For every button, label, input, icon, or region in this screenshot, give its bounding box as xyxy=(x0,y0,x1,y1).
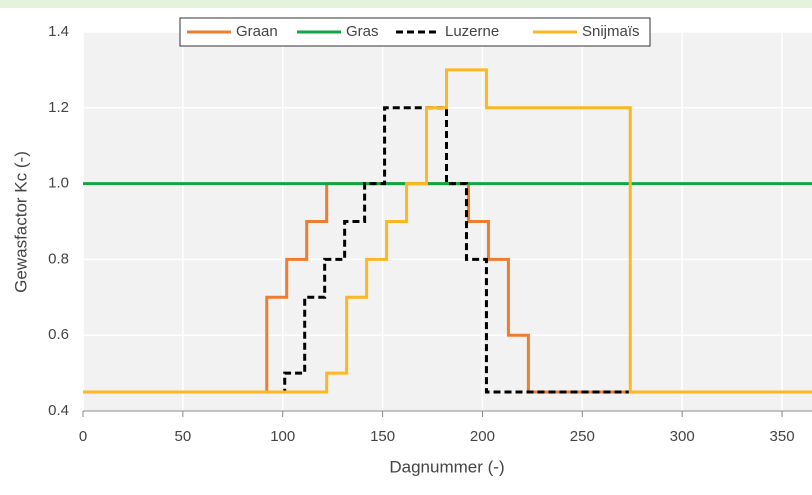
series-line xyxy=(83,68,812,394)
x-tick-label: 350 xyxy=(770,428,795,445)
legend-label: Luzerne xyxy=(445,23,499,40)
top-strip xyxy=(0,0,812,8)
y-tick-label: 0.8 xyxy=(48,250,69,267)
x-tick-label: 250 xyxy=(570,428,595,445)
x-tick-label: 100 xyxy=(270,428,295,445)
legend-label: Gras xyxy=(346,23,379,40)
y-tick-label: 1.2 xyxy=(48,99,69,116)
x-axis-title: Dagnummer (-) xyxy=(389,457,504,476)
x-tick-label: 0 xyxy=(79,428,87,445)
x-tick-label: 200 xyxy=(470,428,495,445)
y-tick-label: 0.6 xyxy=(48,326,69,343)
y-tick-label: 1.0 xyxy=(48,175,69,192)
y-tick-label: 1.4 xyxy=(48,23,69,40)
series-line xyxy=(83,106,812,394)
legend-label: Graan xyxy=(236,23,278,40)
x-tick-label: 50 xyxy=(175,428,192,445)
y-tick-label: 0.4 xyxy=(48,402,69,419)
y-axis-title: Gewasfactor Kc (-) xyxy=(11,151,30,293)
x-tick-label: 150 xyxy=(370,428,395,445)
x-tick-label: 300 xyxy=(670,428,695,445)
legend-label: Snijmaïs xyxy=(582,23,640,40)
